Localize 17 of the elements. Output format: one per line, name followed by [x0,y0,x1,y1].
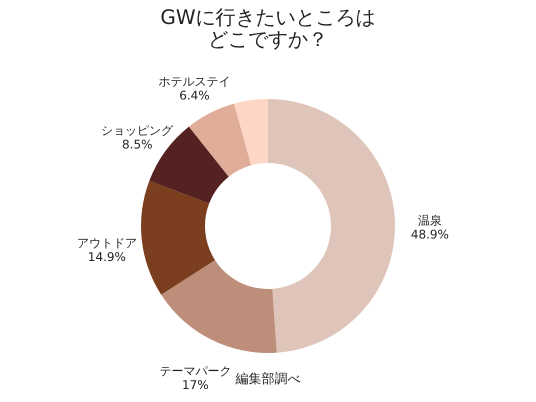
slice-label: アウトドア [76,236,137,250]
data-label: 17% [182,378,209,392]
chart-title: GWに行きたいところはどこですか？ [160,5,376,51]
slice-label: テーマパーク [159,364,232,378]
data-label: 14.9% [88,250,126,264]
text: 編集部調べ [234,372,300,387]
slice-label: 温泉 [418,213,442,228]
donut-slice [161,260,277,353]
donut-slice [188,104,252,177]
data-label: 8.5% [122,137,152,152]
donut-slice [141,180,216,295]
data-label: 6.4% [179,88,210,103]
slice-label: ホテルステイ [158,74,230,89]
donut-slice [268,99,395,353]
donut-slice [234,99,268,166]
slice-label: ショッピング [101,123,174,138]
data-label: 48.9% [410,227,449,242]
